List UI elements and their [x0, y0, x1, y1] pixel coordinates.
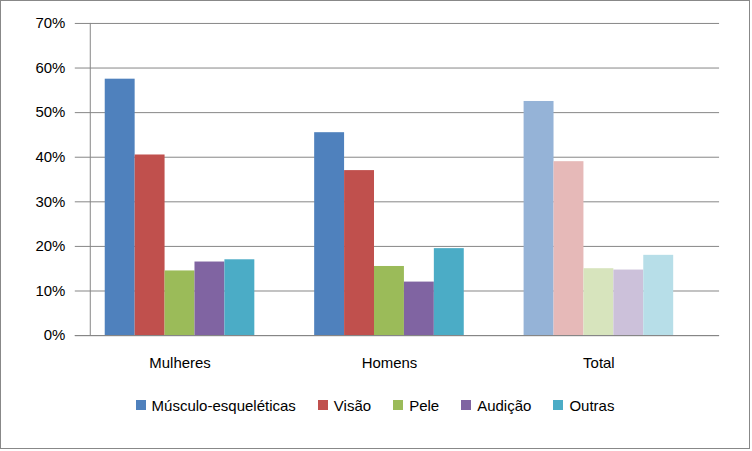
svg-text:Mulheres: Mulheres — [149, 354, 210, 371]
svg-text:60%: 60% — [35, 59, 65, 76]
html-text:Visão: Visão — [333, 396, 372, 414]
svg-text:Homens: Homens — [362, 354, 418, 371]
svg-text:30%: 30% — [35, 193, 65, 210]
svg-text:70%: 70% — [35, 14, 65, 31]
svg-text:Total: Total — [583, 354, 615, 371]
html-text:Músculo-esqueléticas: Músculo-esqueléticas — [151, 396, 296, 414]
html-text:Audição: Audição — [477, 396, 532, 414]
html-text:Outras: Outras — [569, 396, 615, 414]
svg-text:40%: 40% — [35, 148, 65, 165]
svg-text:50%: 50% — [35, 103, 65, 120]
svg-text:0%: 0% — [44, 326, 66, 343]
svg-text:20%: 20% — [35, 237, 65, 254]
html-text:Pele: Pele — [409, 396, 440, 414]
svg-text:10%: 10% — [35, 282, 65, 299]
